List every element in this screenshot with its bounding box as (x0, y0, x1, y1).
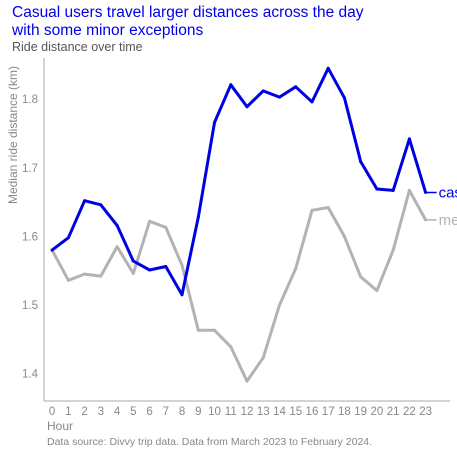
data-point-member (99, 274, 103, 278)
y-tick-label: 1.4 (22, 369, 39, 381)
data-point-member (278, 303, 281, 307)
data-point-member (407, 188, 411, 192)
series-line-casual (51, 66, 428, 297)
data-point-casual (164, 265, 168, 268)
chart-subtitle: Ride distance over time (12, 40, 143, 54)
x-axis-ticks: 0 1 2 3 4 5 6 7 8 9 10 11 12 13 14 15 16 17 18 19 20 21 22 23 (49, 406, 432, 418)
x-tick-label: 1 (65, 406, 71, 418)
data-point-casual (407, 137, 411, 141)
data-point-casual (375, 187, 379, 191)
data-point-member (391, 248, 395, 252)
data-point-casual (342, 96, 346, 100)
data-point-member (342, 234, 346, 238)
x-tick-label: 11 (225, 406, 237, 418)
data-point-casual (115, 223, 119, 227)
data-point-member (261, 356, 265, 360)
data-point-member (326, 206, 330, 209)
data-point-casual (66, 236, 70, 240)
data-point-casual (99, 203, 103, 207)
data-point-member (294, 267, 298, 271)
data-point-casual (310, 100, 314, 104)
x-tick-label: 0 (49, 406, 55, 418)
x-tick-label: 15 (289, 406, 302, 418)
data-point-casual (196, 215, 200, 219)
series-points-casual (50, 66, 428, 297)
data-point-member (180, 263, 184, 267)
x-tick-label: 3 (98, 406, 104, 418)
series-points-member (50, 188, 428, 383)
x-tick-label: 21 (387, 406, 400, 418)
y-tick-label: 1.5 (22, 300, 38, 312)
x-tick-label: 19 (354, 406, 367, 418)
y-tick-label: 1.8 (22, 94, 38, 106)
data-point-casual (180, 293, 184, 297)
data-point-member (359, 275, 363, 279)
data-point-member (229, 345, 233, 349)
x-tick-label: 9 (195, 406, 201, 418)
y-tick-label: 1.6 (22, 231, 38, 243)
data-point-casual (83, 199, 87, 203)
data-point-member (213, 328, 216, 332)
chart-title-line-2: with some minor exceptions (11, 22, 203, 39)
x-tick-label: 16 (306, 406, 319, 418)
data-point-casual (278, 95, 281, 99)
data-point-member (310, 208, 314, 212)
x-tick-label: 10 (208, 406, 221, 418)
data-source-caption: Data source: Divvy trip data. Data from … (47, 436, 372, 448)
data-point-casual (213, 121, 216, 124)
y-axis-ticks: 1.4 1.5 1.6 1.7 1.8 (22, 94, 39, 380)
data-point-casual (229, 83, 233, 87)
data-point-casual (261, 89, 265, 93)
data-point-casual (131, 259, 135, 263)
data-point-member (375, 289, 379, 293)
data-point-member (115, 245, 119, 249)
x-tick-label: 20 (371, 406, 384, 418)
data-point-member (164, 225, 168, 229)
x-tick-label: 2 (81, 406, 87, 418)
x-axis-title: Hour (47, 419, 73, 433)
data-point-member (148, 219, 152, 223)
data-point-member (66, 278, 70, 282)
series-line-member (50, 188, 427, 383)
data-point-member (83, 272, 87, 276)
x-tick-label: 5 (130, 406, 136, 418)
series-label-casual: casual (439, 185, 457, 202)
data-point-member (196, 328, 200, 332)
data-point-casual (50, 248, 54, 252)
x-tick-label: 18 (338, 406, 351, 418)
series-layer: member casual (50, 66, 457, 383)
data-point-casual (391, 188, 395, 192)
data-point-member (245, 379, 249, 383)
data-point-member (131, 271, 135, 275)
data-point-casual (359, 160, 363, 164)
x-tick-label: 6 (146, 406, 152, 418)
series-label-member: member (439, 212, 457, 229)
x-tick-label: 13 (257, 406, 270, 418)
x-tick-label: 22 (403, 406, 416, 418)
x-tick-label: 14 (273, 406, 286, 418)
x-tick-label: 7 (163, 406, 169, 418)
x-tick-label: 17 (322, 406, 335, 418)
x-tick-label: 8 (179, 406, 185, 418)
y-axis-title: Median ride distance (km) (6, 66, 20, 204)
y-tick-label: 1.7 (22, 163, 38, 175)
chart-title-line-1: Casual users travel larger distances acr… (12, 4, 364, 21)
data-point-casual (148, 268, 152, 272)
x-tick-label: 4 (114, 406, 121, 418)
x-tick-label: 12 (241, 406, 254, 418)
x-tick-label: 23 (419, 406, 432, 418)
data-point-casual (294, 85, 298, 89)
data-point-casual (326, 66, 330, 70)
data-point-casual (245, 105, 249, 109)
